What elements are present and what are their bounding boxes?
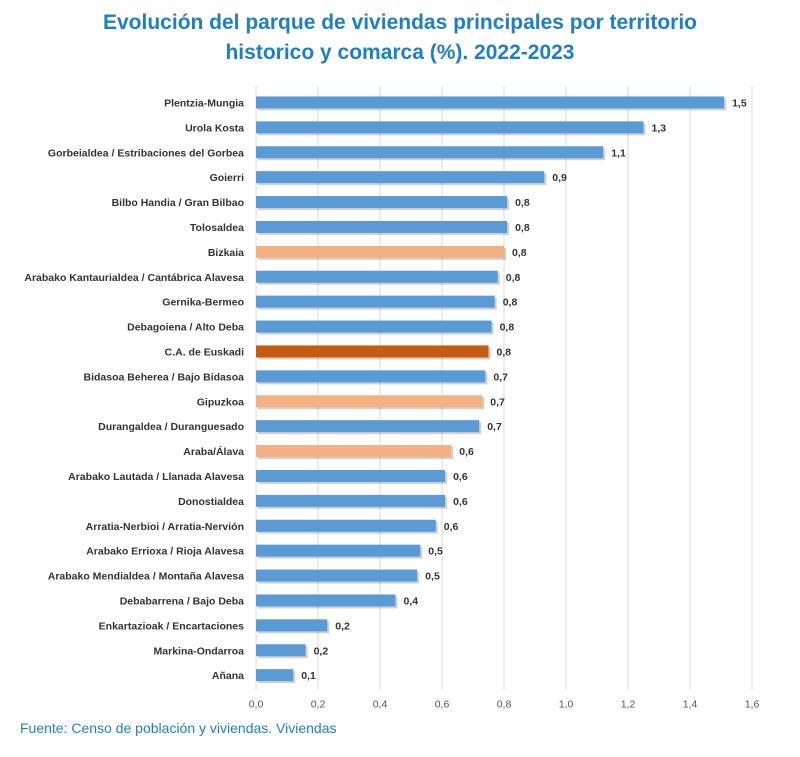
category-label: Arabako Lautada / Llanada Alavesa [68, 471, 244, 483]
value-label: 0,2 [335, 620, 350, 632]
value-label: 0,8 [506, 272, 521, 284]
bar [256, 445, 452, 458]
bar [256, 594, 396, 607]
category-label: Arratia-Nerbioi / Arratia-Nervión [86, 521, 244, 533]
category-label: Bidasoa Beherea / Bajo Bidasoa [84, 371, 245, 383]
bar [256, 494, 446, 507]
category-label: Gorbeialdea / Estribaciones del Gorbea [48, 147, 244, 159]
bar [256, 420, 480, 433]
value-label: 0,8 [515, 197, 530, 209]
category-label: Tolosaldea [190, 222, 244, 234]
chart-title: Evolución del parque de viviendas princi… [0, 8, 800, 68]
bar [256, 270, 498, 283]
bar [256, 96, 725, 109]
bar [256, 519, 436, 532]
category-label: Enkartazioak / Encartaciones [99, 620, 244, 632]
bar [256, 644, 306, 657]
category-label: Plentzia-Mungia [164, 97, 244, 109]
category-label: Bizkaia [208, 247, 244, 259]
value-label: 0,2 [314, 645, 329, 657]
x-tick-label: 0,4 [373, 699, 388, 711]
category-label: Goierri [210, 172, 245, 184]
bar [256, 295, 495, 308]
bar [256, 569, 418, 582]
value-label: 1,3 [652, 122, 667, 134]
bar [256, 171, 545, 184]
value-label: 0,5 [425, 571, 440, 583]
value-label: 0,5 [428, 546, 443, 558]
value-label: 0,4 [404, 595, 419, 607]
value-label: 0,8 [515, 222, 530, 234]
value-label: 0,8 [500, 322, 515, 334]
category-label: Debabarrena / Bajo Deba [120, 595, 244, 607]
chart-title-line-1: Evolución del parque de viviendas princi… [103, 11, 697, 34]
bar [256, 245, 504, 258]
bar [256, 121, 644, 134]
value-label: 0,6 [444, 521, 459, 533]
value-label: 0,8 [512, 247, 527, 259]
x-tick-label: 1,2 [621, 699, 636, 711]
bar [256, 544, 421, 557]
category-label: Bilbo Handia / Gran Bilbao [112, 197, 244, 209]
x-tick-label: 1,4 [683, 699, 698, 711]
category-label: Gipuzkoa [197, 396, 244, 408]
value-label: 0,6 [453, 496, 468, 508]
bar [256, 469, 446, 482]
category-label: Debagoiena / Alto Deba [127, 322, 244, 334]
category-label: Añana [212, 670, 244, 682]
value-label: 0,7 [487, 421, 502, 433]
value-label: 1,5 [732, 97, 747, 109]
value-label: 0,6 [453, 471, 468, 483]
bar [256, 146, 604, 159]
category-label: Arabako Errioxa / Rioja Alavesa [86, 546, 244, 558]
category-label: Arabako Kantaurialdea / Cantábrica Alave… [24, 272, 244, 284]
x-tick-label: 1,0 [559, 699, 574, 711]
bar [256, 220, 508, 233]
category-label: Gernika-Bermeo [162, 297, 244, 309]
x-tick-label: 0,0 [249, 699, 264, 711]
x-tick-label: 0,6 [435, 699, 450, 711]
x-tick-label: 0,2 [311, 699, 326, 711]
bar [256, 320, 492, 333]
value-label: 1,1 [611, 147, 626, 159]
value-label: 0,8 [497, 346, 512, 358]
category-label: C.A. de Euskadi [165, 346, 244, 358]
value-label: 0,7 [490, 396, 505, 408]
bar [256, 345, 489, 358]
source-note: Fuente: Censo de población y viviendas. … [20, 720, 337, 736]
bar [256, 619, 328, 632]
value-label: 0,6 [459, 446, 474, 458]
category-label: Markina-Ondarroa [154, 645, 245, 657]
x-tick-label: 0,8 [497, 699, 512, 711]
category-label: Urola Kosta [185, 122, 244, 134]
value-label: 0,1 [301, 670, 316, 682]
bar [256, 669, 294, 682]
category-label: Arabako Mendialdea / Montaña Alavesa [48, 571, 244, 583]
category-label: Araba/Álava [183, 445, 244, 458]
category-label: Donostialdea [178, 496, 244, 508]
x-tick-label: 1,6 [745, 699, 760, 711]
value-label: 0,9 [552, 172, 567, 184]
value-label: 0,8 [503, 297, 518, 309]
chart-title-line-2: historico y comarca (%). 2022-2023 [225, 41, 575, 64]
bar [256, 395, 483, 408]
bar [256, 196, 508, 209]
category-label: Durangaldea / Duranguesado [98, 421, 244, 433]
value-label: 0,7 [493, 371, 508, 383]
bar [256, 370, 486, 383]
